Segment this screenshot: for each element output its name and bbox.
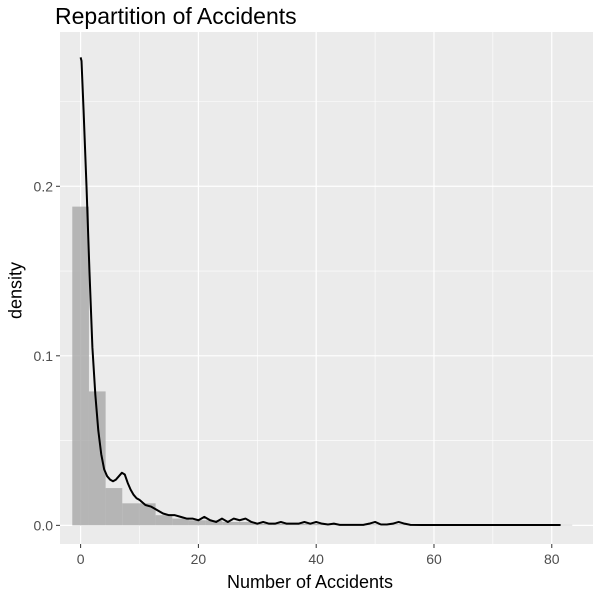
histogram-bar xyxy=(72,206,89,526)
histogram-bar xyxy=(188,520,206,526)
x-tick-label: 40 xyxy=(308,551,324,567)
y-tick-label: 0.0 xyxy=(34,517,54,533)
x-tick-label: 80 xyxy=(544,551,560,567)
x-axis-label: Number of Accidents xyxy=(226,572,394,592)
y-tick-label: 0.2 xyxy=(34,178,54,194)
histogram-bar xyxy=(105,488,123,526)
histogram-bar xyxy=(138,503,156,526)
histogram-bar xyxy=(205,520,223,526)
density-curve xyxy=(79,57,561,527)
histogram-bar xyxy=(272,523,289,526)
y-axis: 0.0 0.1 0.2 xyxy=(34,178,60,533)
y-tick-label: 0.1 xyxy=(34,348,54,364)
histogram-bar xyxy=(555,524,573,526)
histogram-bar xyxy=(305,523,323,526)
histogram-bar xyxy=(238,521,256,526)
plot-panel xyxy=(60,32,593,544)
minor-gridlines xyxy=(60,32,593,544)
histogram-bars xyxy=(72,206,573,526)
x-axis: 0 20 40 60 80 xyxy=(77,544,560,567)
histogram-bar xyxy=(88,391,106,526)
histogram-bar xyxy=(255,523,273,526)
x-tick-label: 0 xyxy=(77,551,85,567)
chart-title: Repartition of Accidents xyxy=(55,3,297,29)
x-tick-label: 20 xyxy=(191,551,207,567)
histogram-bar xyxy=(172,518,189,526)
x-tick-label: 60 xyxy=(426,551,442,567)
histogram-bar xyxy=(388,524,406,526)
histogram-bar xyxy=(155,515,173,526)
histogram-bar xyxy=(122,503,139,526)
histogram-bar xyxy=(222,521,239,526)
